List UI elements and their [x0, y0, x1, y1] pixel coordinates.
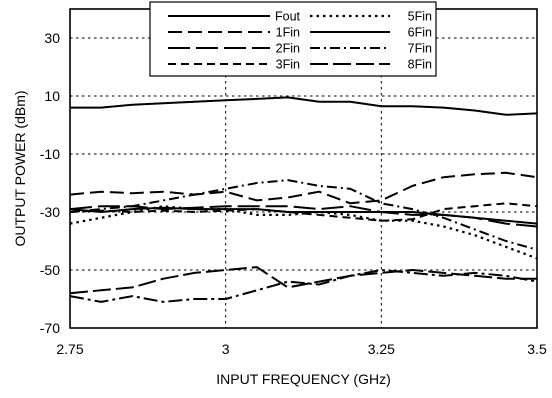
legend-label: 2Fin: [276, 42, 300, 56]
legend-label: 8Fin: [408, 58, 432, 72]
series-line-1fin: [69, 171, 538, 205]
series-line-8fin: [69, 266, 537, 295]
series-line-fout: [70, 96, 538, 116]
x-tick-label: 3: [222, 341, 230, 357]
grid: [70, 9, 537, 328]
legend-label: 5Fin: [408, 10, 432, 24]
legend-label: 6Fin: [408, 26, 432, 40]
series-line-unlabeled: [69, 269, 538, 303]
legend-label: Fout: [275, 10, 301, 24]
legend-label: 7Fin: [408, 42, 432, 56]
series-line-6fin: [69, 206, 538, 225]
x-tick-label: 3.25: [368, 341, 395, 357]
y-tick-label: -70: [40, 320, 60, 336]
y-tick-label: -10: [40, 146, 60, 162]
x-tick-label: 2.75: [56, 341, 83, 357]
y-tick-label: 30: [44, 30, 60, 46]
x-axis-label: INPUT FREQUENCY (GHz): [216, 371, 391, 387]
y-tick-label: 10: [44, 88, 60, 104]
series-layer: [69, 96, 538, 303]
x-tick-label: 3.5: [527, 341, 547, 357]
series-line-3fin: [69, 202, 538, 222]
legend-label: 1Fin: [276, 26, 300, 40]
series-line-2fin: [69, 205, 538, 228]
ticks: -70 -50 -30 -10 10 30 2.75 3 3.25 3.5: [40, 30, 547, 357]
legend-label: 3Fin: [276, 58, 300, 72]
y-tick-label: -30: [40, 204, 60, 220]
y-axis-label: OUTPUT POWER (dBm): [12, 90, 28, 246]
y-tick-label: -50: [40, 262, 60, 278]
series-line-7fin: [69, 179, 538, 251]
legend: Fout 1Fin 2Fin 3Fin 5Fin 6Fin 7Fin 8Fin: [149, 1, 437, 77]
series-line-5fin: [69, 205, 538, 260]
